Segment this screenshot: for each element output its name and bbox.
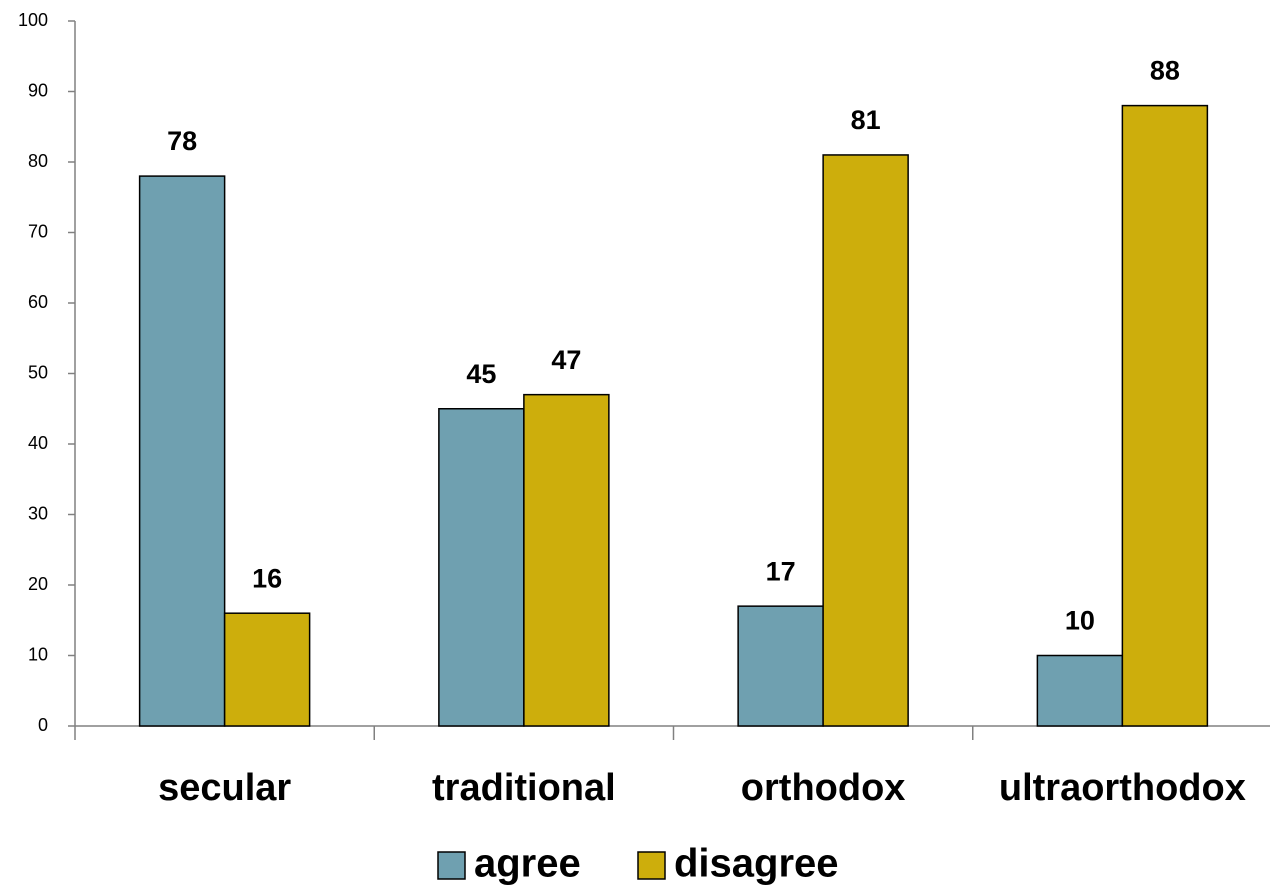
data-label: 81 (851, 105, 881, 135)
bar (223, 612, 311, 727)
x-tick-label: secular (158, 767, 291, 809)
y-tick-label: 50 (28, 362, 48, 382)
y-tick-label: 10 (28, 644, 48, 664)
data-label: 88 (1150, 56, 1180, 86)
data-label: 78 (167, 126, 197, 156)
x-tick-label: ultraorthodox (999, 767, 1246, 809)
legend-label: disagree (674, 842, 839, 886)
legend-swatch (637, 851, 666, 880)
y-tick-label: 0 (38, 715, 48, 735)
y-tick-label: 20 (28, 574, 48, 594)
data-label: 16 (252, 563, 282, 593)
data-label: 47 (551, 345, 581, 375)
legend-swatch (437, 851, 466, 880)
data-label: 17 (766, 556, 796, 586)
y-tick-label: 30 (28, 503, 48, 523)
data-label: 10 (1065, 606, 1095, 636)
y-tick-label: 90 (28, 80, 48, 100)
x-tick-label: traditional (432, 767, 616, 809)
y-tick-label: 100 (18, 10, 48, 30)
bar (1036, 654, 1124, 727)
x-tick-label: orthodox (741, 767, 906, 809)
y-tick-label: 60 (28, 292, 48, 312)
legend-label: agree (474, 842, 581, 886)
bar (138, 175, 226, 727)
y-tick-label: 40 (28, 433, 48, 453)
bar (737, 605, 824, 727)
y-tick-label: 80 (28, 151, 48, 171)
bar (438, 408, 525, 727)
data-label: 45 (466, 359, 496, 389)
y-tick-label: 70 (28, 221, 48, 241)
bar (523, 393, 610, 727)
bar (1121, 104, 1209, 727)
bar (822, 154, 909, 727)
